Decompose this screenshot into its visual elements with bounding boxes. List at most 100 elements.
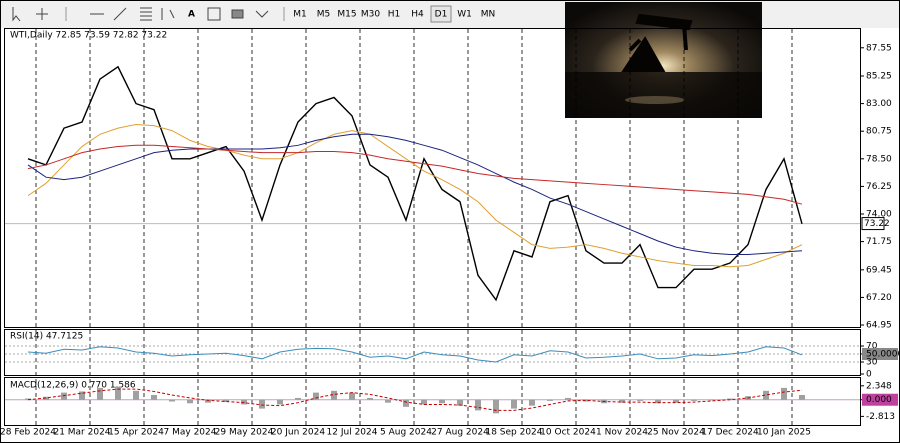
x-tick-label: 10 Oct 2024 (540, 428, 596, 438)
macd-bar (673, 399, 679, 403)
macd-bar (655, 399, 661, 404)
macd-bar (169, 399, 175, 402)
macd-bar (547, 399, 553, 401)
macd-bar (529, 399, 535, 406)
y-tick-label: 74.00 (866, 210, 892, 220)
y-tick-label: 30 (866, 358, 878, 368)
x-tick-label: 27 Aug 2024 (431, 428, 489, 438)
x-tick-label: 18 Sep 2024 (485, 428, 542, 438)
macd-bar (43, 396, 49, 400)
y-tick-label: 76.25 (866, 182, 892, 192)
y-tick-label: 69.45 (866, 265, 892, 275)
text-tool[interactable] (161, 8, 175, 20)
x-tick-label: 12 Jul 2024 (327, 428, 378, 438)
macd-bar (349, 392, 355, 400)
macd-bar (421, 399, 427, 405)
macd-bar (115, 386, 121, 400)
y-tick-label: 83.00 (866, 99, 892, 109)
macd-bar (403, 399, 409, 407)
timeframe-button[interactable]: W1 (457, 10, 472, 20)
text-tool-glyph: A (188, 10, 195, 20)
cursor-tool[interactable] (12, 7, 21, 22)
panel-frames (4, 28, 861, 426)
macd-bar (61, 392, 67, 400)
macd-bar (295, 397, 301, 400)
arrows-tool[interactable] (255, 10, 269, 18)
y-tick-label: 80.75 (866, 127, 892, 137)
y-tick-label: 0.000 (866, 395, 892, 405)
label-tool[interactable] (207, 7, 221, 21)
macd-bar (493, 399, 499, 414)
y-tick-label: 0 (866, 370, 872, 380)
timeframe-button[interactable]: H4 (411, 10, 424, 20)
timeframe-button[interactable]: H1 (388, 10, 401, 20)
timeframe-button[interactable]: M30 (361, 10, 380, 20)
macd-bar (241, 399, 247, 405)
macd-bar (205, 399, 211, 403)
shape-tool[interactable] (231, 9, 244, 19)
moving-average (27, 123, 803, 268)
y-tick-label: -2.813 (866, 412, 895, 422)
toolbar-icons (12, 7, 285, 22)
x-tick-label: 25 Nov 2024 (647, 428, 705, 438)
x-tick-label: 15 Apr 2024 (108, 428, 164, 438)
signal-line (27, 388, 803, 411)
active-timeframe (430, 5, 452, 23)
timeframe-button[interactable]: D1 (435, 10, 448, 20)
x-tick-label: 17 Dec 2024 (701, 428, 759, 438)
macd-bar (799, 394, 805, 400)
macd-bar (439, 399, 445, 404)
x-tick-label: 10 Jan 2025 (757, 428, 811, 438)
macd-bar (151, 394, 157, 400)
macd-bar (313, 392, 319, 400)
x-tick-label: 7 May 2024 (164, 428, 217, 438)
crosshair-tool[interactable] (36, 8, 48, 20)
y-tick-label: 78.50 (866, 154, 892, 164)
macd-title: MACD(12,26,9) 0.770 1.586 (10, 381, 136, 391)
x-tick-label: 28 Feb 2024 (0, 428, 56, 438)
timeframe-button[interactable]: MN (481, 10, 496, 20)
last-price-box (861, 217, 885, 231)
macd-bar (331, 390, 337, 400)
trendline-tool[interactable] (113, 7, 127, 21)
macd-bar (133, 390, 139, 400)
macd-bar (457, 399, 463, 406)
macd-bar (565, 397, 571, 400)
macd-bar (259, 399, 265, 409)
y-tick-label: 70 (866, 342, 878, 352)
macd-bar (25, 398, 31, 400)
macd-bar (709, 399, 715, 401)
macd-bar (385, 399, 391, 403)
macd-bar (97, 387, 103, 400)
macd-bar (727, 398, 733, 400)
x-tick-label: 20 Jun 2024 (271, 428, 325, 438)
macd-bar (763, 390, 769, 400)
timeframe-button[interactable]: M1 (293, 10, 307, 20)
tick-highlight (862, 348, 898, 360)
chart-title: WTI,Daily 72.85 73.59 72.82 73.22 (10, 31, 167, 41)
moving-average (27, 144, 803, 205)
macd-bar (781, 387, 787, 400)
price-line (27, 65, 803, 302)
macd-bar (619, 399, 625, 403)
timeframe-button[interactable]: M15 (337, 10, 356, 20)
x-tick-label: 29 May 2024 (215, 428, 274, 438)
macd-bar (187, 399, 193, 404)
y-tick-label: 50.0000 (866, 350, 900, 360)
y-tick-label: 71.75 (866, 237, 892, 247)
x-tick-label: 5 Aug 2024 (380, 428, 432, 438)
y-tick-label: 87.55 (866, 43, 892, 53)
macd-bar (637, 399, 643, 401)
macd-bar (583, 399, 589, 402)
fibo-tool[interactable] (140, 7, 152, 21)
macd-bar (475, 399, 481, 411)
timeframe-bar: M1 M5 M15 M30 H1 H4 D1 W1 MN (293, 5, 496, 23)
y-tick-label: 67.20 (866, 293, 892, 303)
y-tick-label: 85.25 (866, 72, 892, 82)
macd-bar (277, 399, 283, 405)
macd-bar (79, 391, 85, 400)
macd-bar (511, 399, 517, 409)
timeframe-button[interactable]: M5 (317, 10, 331, 20)
